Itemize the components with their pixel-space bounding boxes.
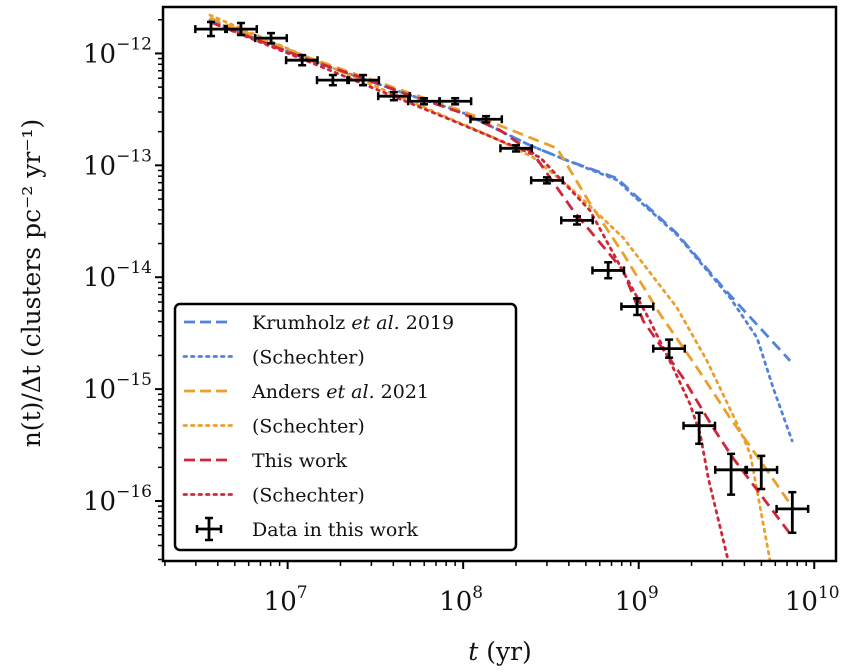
data-point bbox=[529, 176, 564, 185]
legend-label: Krumholz et al. 2019 bbox=[252, 312, 454, 334]
y-axis-label: n(t)/Δt (clusters pc⁻² yr⁻¹) bbox=[17, 119, 46, 448]
legend-label-part: (Schechter) bbox=[252, 416, 365, 438]
y-tick-exponent: −13 bbox=[116, 146, 152, 166]
legend-label: (Schechter) bbox=[252, 485, 365, 507]
y-tick-exponent: −15 bbox=[116, 370, 152, 390]
data-point bbox=[376, 90, 411, 102]
legend-item: (Schechter) bbox=[182, 416, 365, 438]
data-point bbox=[560, 215, 594, 226]
x-axis-ticks: 107 108 109 1010 bbox=[164, 561, 840, 617]
y-tick-exponent: −16 bbox=[116, 482, 152, 502]
legend-label: Data in this work bbox=[252, 519, 418, 541]
legend-item: Anders et al. 2021 bbox=[184, 381, 429, 403]
data-point bbox=[438, 96, 473, 106]
legend-item: This work bbox=[184, 450, 348, 472]
series-line-1-dotted bbox=[208, 18, 794, 443]
y-tick-exponent: −14 bbox=[116, 258, 152, 278]
data-point bbox=[469, 114, 504, 124]
legend-label-part: (Schechter) bbox=[252, 347, 365, 369]
y-tick-base: 10 bbox=[83, 151, 116, 181]
curves-layer bbox=[208, 13, 794, 561]
data-point bbox=[254, 31, 289, 45]
legend-item: (Schechter) bbox=[182, 485, 365, 507]
y-tick-label: 10−14 bbox=[83, 258, 152, 293]
legend-label: (Schechter) bbox=[252, 416, 365, 438]
data-point bbox=[714, 452, 749, 496]
legend-item: Krumholz et al. 2019 bbox=[184, 312, 454, 334]
data-point bbox=[284, 53, 319, 67]
legend: Krumholz et al. 2019 (Schechter) Anders et… bbox=[173, 302, 518, 552]
series-line-5-dotted bbox=[208, 20, 730, 561]
y-tick-base: 10 bbox=[83, 375, 116, 405]
data-point bbox=[620, 297, 655, 317]
plot-frame bbox=[161, 5, 838, 563]
y-tick-exponent: −12 bbox=[116, 34, 152, 54]
legend-label: This work bbox=[252, 450, 348, 472]
x-tick-exponent: 7 bbox=[297, 583, 308, 603]
legend-item: (Schechter) bbox=[182, 347, 365, 369]
data-point bbox=[591, 261, 626, 280]
data-point bbox=[346, 73, 381, 87]
legend-label-part: (Schechter) bbox=[252, 485, 365, 507]
data-point bbox=[223, 21, 259, 37]
x-axis-label-unit: (yr) bbox=[478, 637, 532, 666]
legend-label-part: Data in this work bbox=[252, 519, 418, 541]
y-tick-label: 10−15 bbox=[83, 370, 152, 405]
legend-label-part: et al. bbox=[351, 312, 399, 334]
x-tick-label: 108 bbox=[439, 583, 483, 617]
y-tick-base: 10 bbox=[83, 39, 116, 69]
data-points-layer bbox=[194, 20, 810, 535]
legend-item: Data in this work bbox=[195, 516, 418, 542]
data-point bbox=[744, 454, 779, 491]
legend-label-part: et al. bbox=[326, 381, 374, 403]
y-tick-label: 10−13 bbox=[83, 146, 152, 181]
legend-label-part: 2019 bbox=[400, 312, 454, 334]
x-tick-label: 109 bbox=[615, 583, 659, 617]
series-line-4-dashed bbox=[209, 20, 792, 535]
legend-label-part: This work bbox=[252, 450, 348, 472]
x-axis-label: t (yr) bbox=[468, 637, 532, 666]
x-axis-label-var: t bbox=[468, 637, 479, 666]
data-point bbox=[651, 338, 687, 359]
x-tick-label: 107 bbox=[264, 583, 308, 617]
y-tick-base: 10 bbox=[83, 487, 116, 517]
legend-label-part: Anders bbox=[251, 381, 326, 403]
legend-label-part: Krumholz bbox=[252, 312, 351, 334]
x-tick-base: 10 bbox=[264, 587, 297, 617]
legend-label-part: 2021 bbox=[375, 381, 429, 403]
x-tick-label: 1010 bbox=[785, 583, 840, 617]
legend-label: Anders et al. 2021 bbox=[251, 381, 429, 403]
x-tick-exponent: 8 bbox=[472, 583, 483, 603]
x-tick-base: 10 bbox=[785, 587, 818, 617]
legend-label: (Schechter) bbox=[252, 347, 365, 369]
series-line-2-dashed bbox=[209, 16, 792, 505]
y-tick-label: 10−12 bbox=[83, 34, 152, 69]
data-point bbox=[682, 411, 717, 445]
data-point bbox=[499, 144, 534, 153]
x-tick-base: 10 bbox=[615, 587, 648, 617]
x-tick-base: 10 bbox=[439, 587, 472, 617]
legend-box bbox=[173, 302, 518, 552]
data-point bbox=[194, 20, 229, 38]
y-tick-base: 10 bbox=[83, 263, 116, 293]
x-tick-exponent: 10 bbox=[818, 583, 840, 603]
data-point bbox=[775, 490, 810, 535]
series-line-3-dotted bbox=[208, 13, 772, 561]
x-tick-exponent: 9 bbox=[648, 583, 659, 603]
y-tick-label: 10−16 bbox=[83, 482, 152, 517]
